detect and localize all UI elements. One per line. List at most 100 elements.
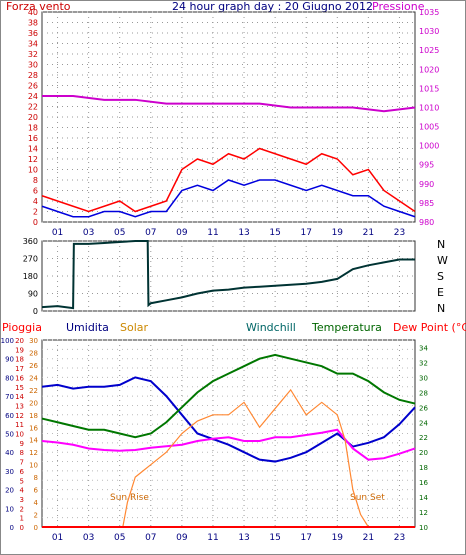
axis-tick-solar: 12 [29,449,38,457]
axis-tick-pioggia: 2 [20,505,24,513]
axis-tick-umidita: 70 [5,393,14,401]
x-tick-label: 21 [363,533,374,543]
axis-tick-pioggia: 16 [15,374,24,382]
axis-tick-temperatura: 12 [419,509,428,517]
compass-label: S [437,270,444,283]
axis-tick-pioggia: 0 [20,524,24,532]
axis-tick-pioggia: 9 [20,440,24,448]
axis-tick-temperatura: 30 [419,374,428,382]
x-tick-label: 11 [207,533,218,543]
axis-tick-pioggia: 17 [15,365,24,373]
pressure-axis-tick: 990 [419,180,434,189]
x-tick-label: 17 [300,533,311,543]
direction-axis-tick: 0 [33,307,38,316]
axis-tick-solar: 10 [29,462,38,470]
wind-axis-tick: 2 [33,208,38,217]
series-line-wind-direction [41,240,415,310]
wind-axis-tick: 22 [28,103,38,112]
x-tick-label: 09 [176,228,188,238]
wind-axis-title: Forza vento [6,0,71,13]
axis-tick-temperatura: 16 [419,479,428,487]
legend-windchill: Windchill [246,321,296,334]
axis-tick-pioggia: 13 [15,402,24,410]
x-tick-label: 01 [52,533,63,543]
pressure-axis-tick: 1035 [419,8,439,17]
direction-axis-tick: 90 [28,290,38,299]
axis-tick-solar: 0 [34,524,38,532]
axis-tick-solar: 4 [34,499,39,507]
x-tick-label: 07 [145,228,156,238]
axis-tick-solar: 16 [29,424,38,432]
axis-tick-solar: 14 [29,437,38,445]
x-tick-label: 07 [145,533,156,543]
direction-axis-tick: 270 [23,255,38,264]
series-line-solar [122,388,369,528]
wind-axis-tick: 14 [28,145,38,154]
x-tick-label: 03 [83,228,94,238]
axis-tick-pioggia: 18 [15,356,24,364]
axis-tick-umidita: 10 [5,505,14,513]
wind-axis-tick: 20 [28,113,38,122]
axis-tick-pioggia: 6 [20,468,25,476]
x-tick-label: 13 [238,533,249,543]
direction-axis-tick: 360 [23,237,38,246]
axis-tick-solar: 2 [34,512,38,520]
wind-axis-tick: 30 [28,61,38,70]
x-tick-label: 03 [83,533,94,543]
pressure-axis-tick: 1020 [419,65,439,74]
sun-rise-label: Sun Rise [110,493,149,503]
axis-tick-pioggia: 12 [15,412,24,420]
x-tick-label: 19 [332,228,344,238]
axis-tick-solar: 26 [29,362,38,370]
axis-tick-umidita: 50 [5,431,14,439]
x-tick-label: 15 [269,533,280,543]
compass-label: W [437,254,448,267]
pressure-axis-tick: 1030 [419,27,439,36]
x-tick-label: 17 [300,228,311,238]
x-tick-label: 13 [238,228,249,238]
axis-tick-temperatura: 10 [419,524,428,532]
axis-tick-umidita: 80 [5,374,14,382]
x-tick-label: 01 [52,228,63,238]
axis-tick-temperatura: 34 [419,344,428,352]
axis-tick-solar: 6 [34,487,39,495]
wind-axis-tick: 26 [28,82,38,91]
axis-tick-temperatura: 28 [419,389,428,397]
legend-temperature: Temperatura [311,321,382,334]
x-tick-label: 15 [269,228,280,238]
legend-dew-point: Dew Point (°C) [393,321,466,334]
axis-tick-solar: 8 [34,474,38,482]
axis-tick-umidita: 0 [10,524,14,532]
pressure-axis-tick: 995 [419,161,434,170]
axis-tick-temperatura: 26 [419,404,428,412]
axis-tick-pioggia: 5 [20,477,24,485]
series-line-pressione [42,95,416,113]
wind-axis-tick: 28 [28,71,38,80]
axis-tick-pioggia: 7 [20,459,24,467]
wind-axis-tick: 10 [28,166,38,175]
direction-axis-tick: 180 [23,272,38,281]
legend-rain: Pioggia [2,321,42,334]
axis-tick-temperatura: 32 [419,359,428,367]
axis-tick-solar: 20 [29,399,38,407]
wind-axis-tick: 4 [33,197,38,206]
axis-tick-umidita: 30 [5,468,14,476]
axis-tick-pioggia: 3 [20,496,24,504]
axis-tick-pioggia: 15 [15,384,24,392]
wind-axis-tick: 0 [33,218,38,227]
wind-axis-tick: 18 [28,124,38,133]
axis-tick-pioggia: 11 [15,421,24,429]
x-tick-label: 23 [394,533,405,543]
wind-axis-tick: 32 [28,50,38,59]
legend-solar: Solar [120,321,149,334]
axis-tick-temperatura: 18 [419,464,428,472]
axis-tick-pioggia: 10 [15,431,24,439]
x-tick-label: 21 [363,228,374,238]
axis-tick-solar: 28 [29,349,38,357]
axis-tick-temperatura: 22 [419,434,428,442]
wind-axis-tick: 12 [28,155,38,164]
graph-title: 24 hour graph day : 20 Giugno 2012 [172,0,373,13]
